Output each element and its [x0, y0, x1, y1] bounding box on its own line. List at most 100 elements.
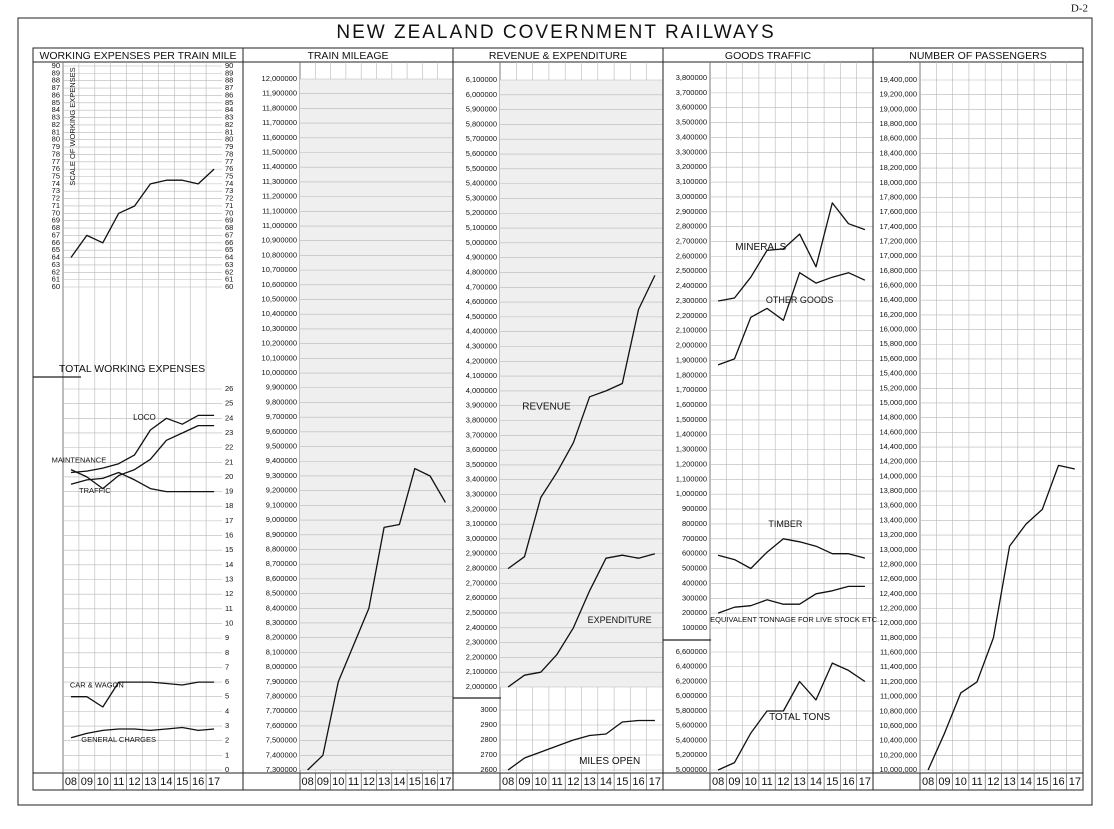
y-tick-label: 1,000000 — [676, 489, 707, 498]
y-tick-label: 1,900000 — [676, 355, 707, 364]
y-tick-label: 2,200000 — [466, 652, 497, 661]
y-tick-label: 2,600000 — [466, 593, 497, 602]
y-tick-label: 16,600,000 — [879, 281, 917, 290]
y-tick-label: 300000 — [682, 593, 707, 602]
y-tick-label: 86 — [225, 90, 233, 99]
y-tick-label: 76 — [225, 164, 233, 173]
y-tick-label: 9,900000 — [266, 383, 297, 392]
y-tick-label: 26 — [225, 384, 233, 393]
x-tick-label: 12 — [363, 776, 375, 788]
y-tick-label: 11,200000 — [262, 192, 297, 201]
x-tick-label: 13 — [584, 776, 596, 788]
x-tick-label: 15 — [176, 776, 188, 788]
y-tick-label: 5,200000 — [676, 750, 707, 759]
x-tick-label: 09 — [728, 776, 740, 788]
x-tick-label: 16 — [192, 776, 204, 788]
x-tick-label: 14 — [600, 776, 612, 788]
y-tick-label: 11,800,000 — [880, 633, 917, 642]
y-tick-label: 72 — [225, 194, 233, 203]
y-tick-label: 80 — [52, 135, 60, 144]
y-tick-label: 19 — [225, 487, 233, 496]
y-tick-label: 16 — [225, 531, 233, 540]
series-line — [717, 202, 866, 302]
y-tick-label: 13,800,000 — [879, 486, 917, 495]
y-tick-label: 11,400,000 — [880, 662, 917, 671]
y-tick-label: 8,400000 — [266, 603, 297, 612]
x-tick-label: 13 — [378, 776, 390, 788]
y-tick-label: 1 — [225, 750, 229, 759]
series-label: TIMBER — [768, 519, 803, 529]
y-tick-label: 1,600000 — [676, 400, 707, 409]
y-tick-label: 7,900000 — [266, 677, 297, 686]
y-tick-label: 7,600000 — [266, 721, 297, 730]
y-tick-label: 81 — [225, 127, 233, 136]
y-tick-label: 3,700000 — [466, 430, 497, 439]
y-tick-label: 64 — [225, 253, 233, 262]
y-tick-label: 2,500000 — [676, 266, 707, 275]
y-tick-label: 6,600000 — [676, 647, 707, 656]
y-tick-label: 18,600,000 — [879, 134, 917, 143]
y-tick-label: 12,000,000 — [879, 618, 917, 627]
y-tick-label: 11,700000 — [262, 118, 297, 127]
x-tick-label: 08 — [65, 776, 77, 788]
y-tick-label: 9,800000 — [266, 397, 297, 406]
y-tick-label: 3000 — [480, 705, 497, 714]
y-tick-label: 17,200,000 — [879, 236, 917, 245]
y-tick-label: 6,000000 — [466, 90, 497, 99]
y-tick-label: 5,400000 — [676, 735, 707, 744]
y-tick-label: 8,200000 — [266, 633, 297, 642]
y-tick-label: 10,200,000 — [879, 750, 917, 759]
y-tick-label: 14,800,000 — [879, 413, 917, 422]
y-tick-label: 21 — [225, 457, 233, 466]
y-tick-label: 78 — [52, 149, 60, 158]
series-label: GENERAL CHARGES — [81, 735, 156, 744]
y-tick-label: 2,100000 — [676, 326, 707, 335]
y-tick-label: 6 — [225, 677, 229, 686]
y-tick-label: 18,400,000 — [879, 148, 917, 157]
y-tick-label: 70 — [225, 208, 233, 217]
y-tick-label: 3,800000 — [676, 73, 707, 82]
y-tick-label: 75 — [225, 171, 233, 180]
y-tick-label: 3,000000 — [676, 192, 707, 201]
y-tick-label: 2,800000 — [466, 564, 497, 573]
y-tick-label: 3,000000 — [466, 534, 497, 543]
y-tick-label: 78 — [225, 149, 233, 158]
y-tick-label: 7,500000 — [266, 736, 297, 745]
y-tick-label: 69 — [225, 216, 233, 225]
y-tick-label: 13,600,000 — [879, 501, 917, 510]
x-tick-label: 15 — [826, 776, 838, 788]
y-tick-label: 84 — [225, 105, 233, 114]
y-tick-label: 3,100000 — [466, 519, 497, 528]
y-tick-label: 9,100000 — [266, 500, 297, 509]
column-title: REVENUE & EXPENDITURE — [489, 50, 627, 62]
y-tick-label: 5,700000 — [466, 134, 497, 143]
y-tick-label: 89 — [225, 68, 233, 77]
y-tick-label: 3,500000 — [466, 460, 497, 469]
panel-frame — [32, 47, 1084, 791]
y-tick-label: 2,400000 — [676, 281, 707, 290]
y-tick-label: 3,400000 — [466, 475, 497, 484]
x-tick-label: 17 — [208, 776, 220, 788]
y-tick-label: 1,200000 — [676, 459, 707, 468]
x-tick-label: 09 — [317, 776, 329, 788]
y-tick-label: 77 — [52, 157, 60, 166]
x-tick-label: 10 — [745, 776, 757, 788]
y-tick-label: 19,000,000 — [879, 104, 917, 113]
y-tick-label: 8,700000 — [266, 559, 297, 568]
y-tick-label: 20 — [225, 472, 233, 481]
y-tick-label: 2,700000 — [676, 236, 707, 245]
y-tick-label: 3,300000 — [676, 147, 707, 156]
series-line — [70, 471, 215, 493]
y-tick-label: 74 — [225, 179, 233, 188]
x-tick-label: 08 — [502, 776, 514, 788]
y-tick-label: 12,400,000 — [879, 589, 917, 598]
column-title: GOODS TRAFFIC — [725, 50, 812, 62]
y-tick-label: 1,500000 — [676, 415, 707, 424]
y-tick-label: 13,200,000 — [879, 530, 917, 539]
y-tick-label: 8,000000 — [266, 662, 297, 671]
y-tick-label: 9,000000 — [266, 515, 297, 524]
y-tick-label: 7,800000 — [266, 691, 297, 700]
y-tick-label: 4,200000 — [466, 356, 497, 365]
x-tick-label: 14 — [810, 776, 822, 788]
y-tick-label: 0 — [225, 765, 229, 774]
